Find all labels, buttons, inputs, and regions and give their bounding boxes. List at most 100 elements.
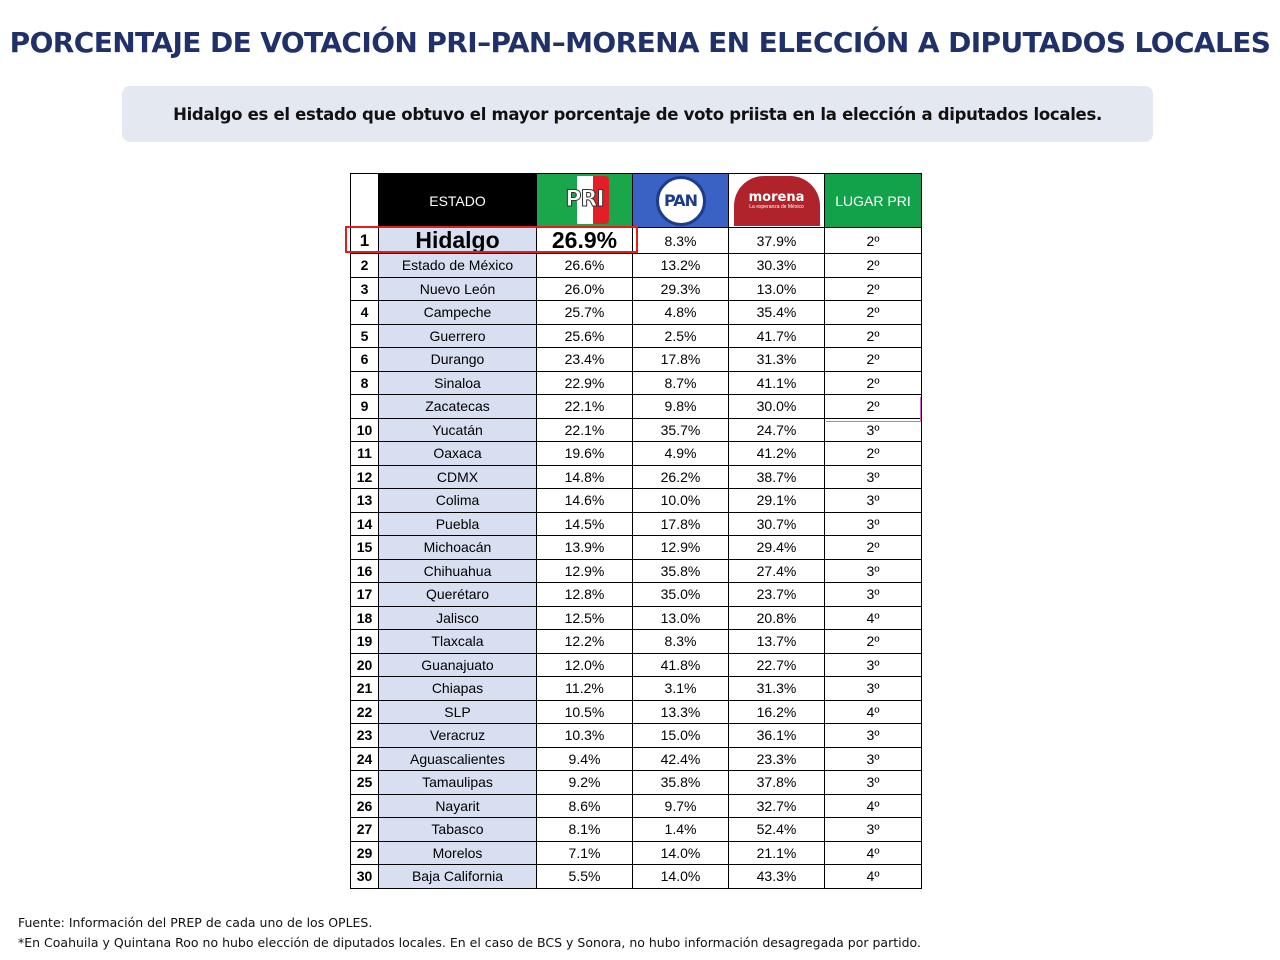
pan-percent: 42.4% <box>632 746 729 771</box>
lugar-pri: 4º <box>824 864 922 889</box>
pri-percent: 12.8% <box>536 582 633 607</box>
morena-percent: 38.7% <box>728 464 825 489</box>
lugar-pri: 4º <box>824 699 922 724</box>
lugar-pri: 3º <box>824 817 922 842</box>
pan-logo-text: PAN <box>663 190 698 210</box>
row-number: 23 <box>350 723 379 748</box>
pan-percent: 14.0% <box>632 840 729 865</box>
state-name: Durango <box>378 347 537 372</box>
state-name: CDMX <box>378 464 537 489</box>
results-table: ESTADO PRI PAN morena La esperanza de Mé… <box>350 173 922 889</box>
pan-percent: 35.8% <box>632 770 729 795</box>
lugar-pri: 2º <box>824 394 922 419</box>
pri-percent: 12.0% <box>536 652 633 677</box>
row-number: 19 <box>350 629 379 654</box>
pri-percent: 26.0% <box>536 276 633 301</box>
state-name: Tabasco <box>378 817 537 842</box>
state-name: Jalisco <box>378 605 537 630</box>
pan-percent: 29.3% <box>632 276 729 301</box>
row-number: 15 <box>350 535 379 560</box>
header-pri: PRI <box>536 173 633 228</box>
pri-logo-text: PRI <box>565 186 605 212</box>
state-name: Baja California <box>378 864 537 889</box>
lugar-pri: 3º <box>824 723 922 748</box>
row-number: 20 <box>350 652 379 677</box>
table-row: 6 Durango 23.4% 17.8% 31.3% 2º <box>350 347 922 372</box>
table-row: 2 Estado de México 26.6% 13.2% 30.3% 2º <box>350 253 922 278</box>
lugar-pri: 3º <box>824 770 922 795</box>
pan-percent: 1.4% <box>632 817 729 842</box>
table-row: 21 Chiapas 11.2% 3.1% 31.3% 3º <box>350 676 922 701</box>
pan-percent: 3.1% <box>632 676 729 701</box>
table-row: 25 Tamaulipas 9.2% 35.8% 37.8% 3º <box>350 770 922 795</box>
table-row: 19 Tlaxcala 12.2% 8.3% 13.7% 2º <box>350 629 922 654</box>
pri-logo-icon: PRI <box>560 175 609 224</box>
table-row: 10 Yucatán 22.1% 35.7% 24.7% 3º <box>350 417 922 442</box>
row-number: 10 <box>350 417 379 442</box>
morena-percent: 30.3% <box>728 253 825 278</box>
row-number: 24 <box>350 746 379 771</box>
table-row: 22 SLP 10.5% 13.3% 16.2% 4º <box>350 699 922 724</box>
state-name: Tlaxcala <box>378 629 537 654</box>
pan-percent: 8.7% <box>632 370 729 395</box>
row-number: 21 <box>350 676 379 701</box>
morena-percent: 32.7% <box>728 793 825 818</box>
table-row: 14 Puebla 14.5% 17.8% 30.7% 3º <box>350 511 922 536</box>
table-row: 23 Veracruz 10.3% 15.0% 36.1% 3º <box>350 723 922 748</box>
morena-percent: 35.4% <box>728 300 825 325</box>
lugar-pri: 3º <box>824 464 922 489</box>
header-morena: morena La esperanza de México <box>728 173 825 228</box>
pri-percent: 12.2% <box>536 629 633 654</box>
state-name: Sinaloa <box>378 370 537 395</box>
state-name: Colima <box>378 488 537 513</box>
pri-percent: 26.6% <box>536 253 633 278</box>
coverage-note: *En Coahuila y Quintana Roo no hubo elec… <box>18 935 921 950</box>
table-row: 16 Chihuahua 12.9% 35.8% 27.4% 3º <box>350 558 922 583</box>
row-number: 25 <box>350 770 379 795</box>
state-name: SLP <box>378 699 537 724</box>
header-estado: ESTADO <box>378 173 537 228</box>
row-number: 12 <box>350 464 379 489</box>
table-row: 12 CDMX 14.8% 26.2% 38.7% 3º <box>350 464 922 489</box>
morena-percent: 29.4% <box>728 535 825 560</box>
header-pan: PAN <box>632 173 729 228</box>
row-number: 13 <box>350 488 379 513</box>
lugar-pri: 3º <box>824 417 922 442</box>
pri-percent: 13.9% <box>536 535 633 560</box>
table-row: 1 Hidalgo 26.9% 8.3% 37.9% 2º <box>350 227 922 254</box>
state-name: Nuevo León <box>378 276 537 301</box>
morena-percent: 41.7% <box>728 323 825 348</box>
lugar-pri: 2º <box>824 253 922 278</box>
morena-percent: 37.9% <box>728 227 825 254</box>
pan-logo-icon: PAN <box>655 175 706 226</box>
pri-percent: 25.6% <box>536 323 633 348</box>
state-name: Campeche <box>378 300 537 325</box>
pan-percent: 8.3% <box>632 629 729 654</box>
lugar-pri: 4º <box>824 793 922 818</box>
row-number: 9 <box>350 394 379 419</box>
header-blank <box>350 173 379 228</box>
morena-percent: 21.1% <box>728 840 825 865</box>
morena-percent: 41.2% <box>728 441 825 466</box>
morena-percent: 23.7% <box>728 582 825 607</box>
morena-logo-tagline: La esperanza de México <box>749 204 804 210</box>
pri-percent: 14.6% <box>536 488 633 513</box>
pri-percent: 14.8% <box>536 464 633 489</box>
pri-percent: 11.2% <box>536 676 633 701</box>
state-name: Aguascalientes <box>378 746 537 771</box>
table-row: 9 Zacatecas 22.1% 9.8% 30.0% 2º <box>350 394 922 419</box>
pan-percent: 17.8% <box>632 511 729 536</box>
source-note: Fuente: Información del PREP de cada uno… <box>18 915 373 930</box>
row-number: 22 <box>350 699 379 724</box>
state-name: Chiapas <box>378 676 537 701</box>
lugar-pri: 3º <box>824 511 922 536</box>
pri-percent: 22.1% <box>536 394 633 419</box>
pan-percent: 9.8% <box>632 394 729 419</box>
row-number: 3 <box>350 276 379 301</box>
state-name: Oaxaca <box>378 441 537 466</box>
table-row: 8 Sinaloa 22.9% 8.7% 41.1% 2º <box>350 370 922 395</box>
pri-percent: 22.1% <box>536 417 633 442</box>
pan-percent: 4.9% <box>632 441 729 466</box>
morena-percent: 24.7% <box>728 417 825 442</box>
pri-percent: 12.9% <box>536 558 633 583</box>
